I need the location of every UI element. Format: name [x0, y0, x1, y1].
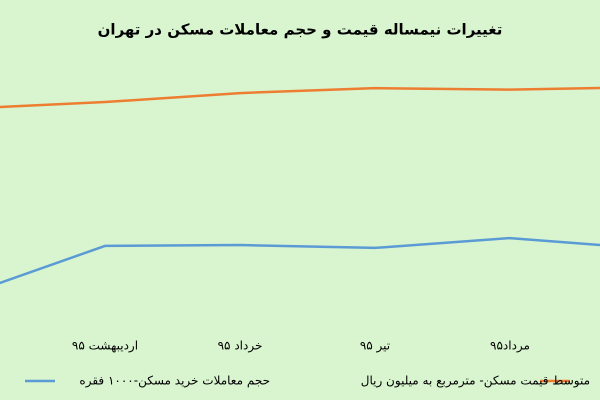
legend-label: متوسط قیمت مسکن- مترمربع به میلیون ریال — [361, 374, 590, 389]
legend-label: حجم معاملات خرید مسکن-۱۰۰۰ فقره — [79, 374, 270, 389]
plot-area — [0, 86, 600, 285]
x-tick-label: تیر ۹۵ — [360, 339, 390, 354]
series-line — [0, 86, 600, 109]
x-tick-label: مرداد۹۵ — [490, 339, 530, 354]
x-tick-label: اردیبهشت ۹۵ — [72, 339, 138, 354]
chart-title: تغییرات نیمساله قیمت و حجم معاملات مسکن … — [98, 21, 503, 39]
series-line — [0, 236, 600, 285]
x-tick-label: خرداد ۹۵ — [218, 339, 263, 354]
